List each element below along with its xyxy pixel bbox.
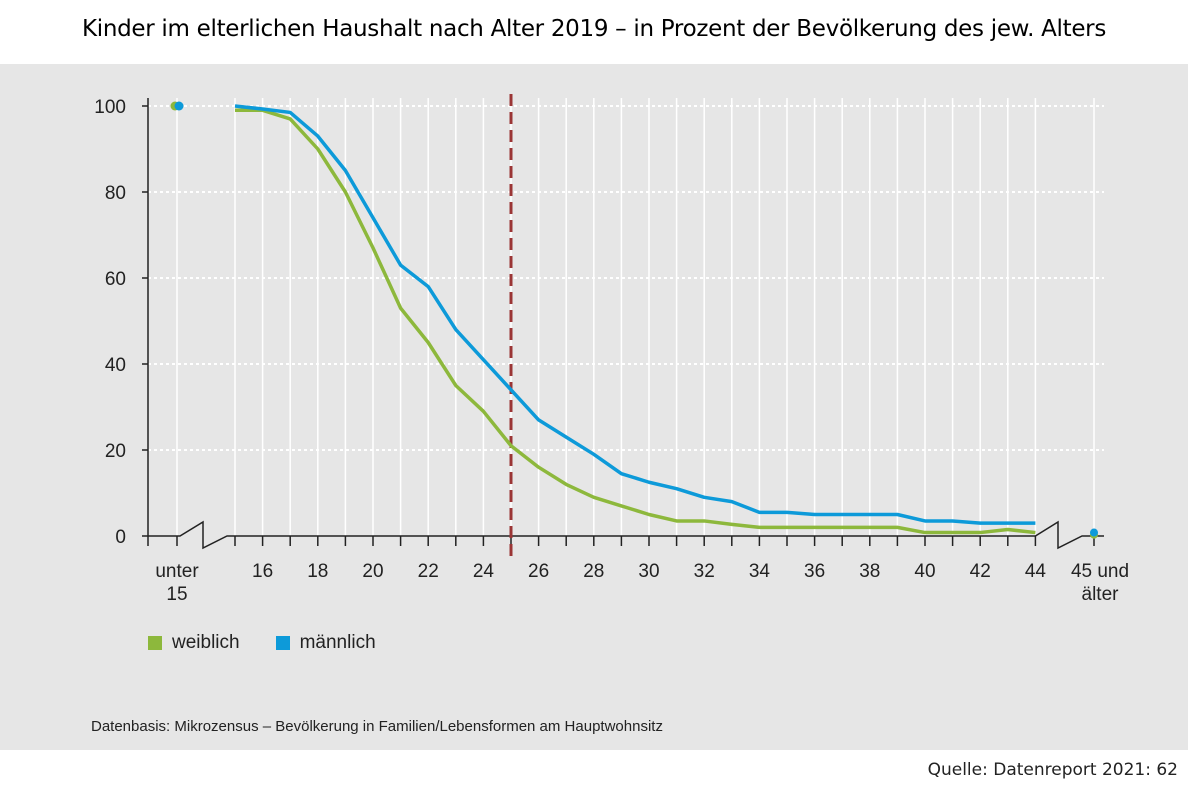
y-tick-label: 100 bbox=[94, 97, 126, 118]
x-axis-with-breaks bbox=[148, 520, 1104, 550]
x-tick-label-right-line1: 45 und bbox=[1071, 561, 1129, 582]
x-tick-label: 30 bbox=[638, 561, 659, 582]
y-tick-label: 20 bbox=[105, 441, 126, 462]
series-line-männlich bbox=[234, 104, 1036, 525]
x-tick-label: 20 bbox=[362, 561, 383, 582]
x-tick-label-right-line2: älter bbox=[1082, 584, 1120, 605]
x-tick-label: 44 bbox=[1025, 561, 1047, 582]
x-tick-label-left-line1: unter bbox=[155, 561, 199, 582]
x-tick-label-left-line2: 15 bbox=[166, 584, 187, 605]
point-unter-15-männlich bbox=[174, 101, 184, 111]
source-note: Quelle: Datenreport 2021: 62 bbox=[927, 760, 1178, 780]
legend-label: weiblich bbox=[172, 632, 240, 653]
legend-swatch bbox=[275, 636, 290, 650]
legend-item-maennlich: männlich bbox=[275, 632, 376, 654]
legend: weiblich männlich bbox=[148, 632, 376, 654]
x-tick-label: 28 bbox=[583, 561, 604, 582]
x-tick-label: 36 bbox=[804, 561, 825, 582]
y-tick-label: 0 bbox=[115, 527, 126, 548]
x-tick-label: 16 bbox=[252, 561, 273, 582]
x-tick-label: 40 bbox=[914, 561, 935, 582]
x-tick-label: 18 bbox=[307, 561, 328, 582]
x-tick-label: 24 bbox=[473, 561, 495, 582]
legend-label: männlich bbox=[299, 632, 376, 653]
footnote: Datenbasis: Mikrozensus – Bevölkerung in… bbox=[91, 718, 663, 735]
x-tick-label: 26 bbox=[528, 561, 549, 582]
y-tick-label: 40 bbox=[105, 355, 126, 376]
point-45-und-aelter-männlich bbox=[1090, 528, 1098, 537]
series-line-weiblich bbox=[235, 108, 1036, 535]
x-tick-label: 38 bbox=[859, 561, 880, 582]
x-tick-label: 22 bbox=[418, 561, 439, 582]
y-tick-label: 60 bbox=[105, 269, 126, 290]
page-title: Kinder im elterlichen Haushalt nach Alte… bbox=[81, 16, 1107, 42]
legend-swatch bbox=[148, 636, 162, 650]
x-tick-label: 32 bbox=[694, 561, 715, 582]
x-tick-label: 34 bbox=[749, 561, 771, 582]
y-tick-label: 80 bbox=[105, 183, 126, 204]
x-tick-label: 42 bbox=[970, 561, 991, 582]
legend-item-weiblich: weiblich bbox=[148, 632, 240, 654]
